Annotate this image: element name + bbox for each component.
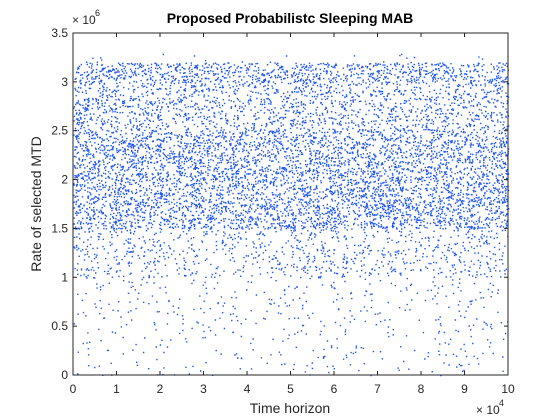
y-tick-label: 3 bbox=[61, 75, 68, 89]
x-exponent: × 10 4 bbox=[476, 398, 504, 417]
x-tick-label: 4 bbox=[244, 382, 251, 396]
x-tick-label: 9 bbox=[461, 382, 468, 396]
x-exponent-base: × 10 bbox=[476, 403, 500, 417]
x-exponent-power: 4 bbox=[499, 398, 504, 408]
x-tick-label: 1 bbox=[113, 382, 120, 396]
x-tick-label: 0 bbox=[70, 382, 77, 396]
x-axis: 0 1 2 3 4 5 6 7 8 9 10 bbox=[70, 33, 515, 396]
x-tick-label: 10 bbox=[501, 382, 515, 396]
x-tick-label: 7 bbox=[374, 382, 381, 396]
x-tick-label: 5 bbox=[287, 382, 294, 396]
y-axis-label: Rate of selected MTD bbox=[28, 136, 44, 271]
y-tick-label: 3.5 bbox=[51, 26, 68, 40]
y-tick-label: 2 bbox=[61, 173, 68, 187]
y-exponent-power: 6 bbox=[95, 8, 100, 18]
chart-title: Proposed Probabilistc Sleeping MAB bbox=[167, 10, 414, 26]
y-tick-label: 1.5 bbox=[51, 221, 68, 235]
y-axis: 0 0.5 1 1.5 2 2.5 3 3.5 bbox=[51, 26, 508, 382]
x-tick-label: 6 bbox=[331, 382, 338, 396]
x-tick-label: 8 bbox=[418, 382, 425, 396]
plot-area: 0 1 2 3 4 5 6 7 8 9 10 0 0.5 1 1.5 2 2.5 3 3.5 bbox=[51, 26, 515, 396]
y-tick-label: 0 bbox=[61, 368, 68, 382]
y-tick-label: 0.5 bbox=[51, 319, 68, 333]
y-exponent-base: × 10 bbox=[72, 13, 96, 27]
x-tick-label: 3 bbox=[200, 382, 207, 396]
y-tick-label: 1 bbox=[61, 270, 68, 284]
y-exponent: × 10 6 bbox=[72, 8, 100, 27]
x-tick-label: 2 bbox=[157, 382, 164, 396]
x-axis-label: Time horizon bbox=[250, 400, 330, 416]
y-tick-label: 2.5 bbox=[51, 124, 68, 138]
